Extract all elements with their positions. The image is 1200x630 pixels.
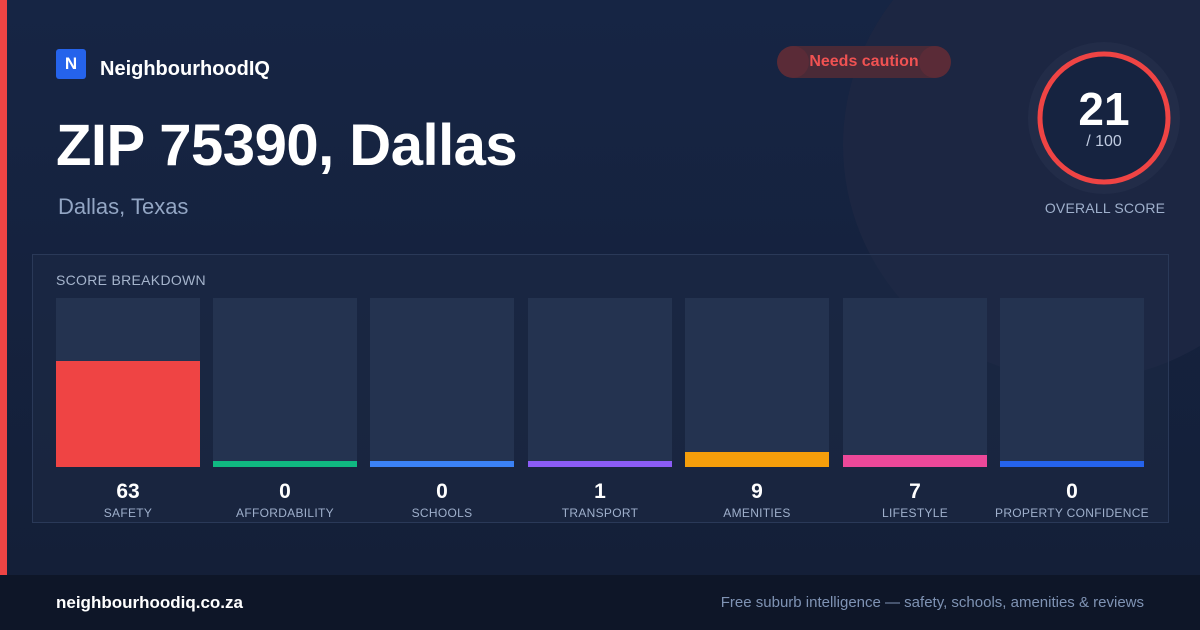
bar-value: 0 [1066,480,1078,503]
bar-track [685,298,829,467]
bar-label: AFFORDABILITY [236,506,334,520]
bar-track [213,298,357,467]
brand[interactable]: N NeighbourhoodIQ [56,46,270,81]
bar-track [370,298,514,467]
bar-value: 1 [594,480,606,503]
footer-url-link[interactable]: neighbourhoodiq.co.za [56,593,243,612]
accent-bar [0,0,7,575]
bar-value: 0 [279,480,291,503]
overall-score-max: / 100 [1086,133,1122,150]
bar-fill [56,361,200,467]
bar-fill [1000,461,1144,467]
score-bar-transport: 1 TRANSPORT [528,298,672,520]
overall-score-value: 21 [1078,83,1130,135]
brand-logo-icon: N [56,48,86,79]
score-ring-stroke [1037,51,1171,185]
bar-value: 63 [116,480,140,503]
bar-label: LIFESTYLE [881,506,949,520]
bar-value: 9 [751,480,763,503]
bar-track [56,298,200,467]
bar-fill [528,461,672,467]
overall-score-label: OVERALL SCORE [1044,200,1166,216]
bar-fill [685,452,829,467]
bar-value: 0 [436,480,448,503]
page-subtitle: Dallas, Texas [58,194,189,219]
brand-name: NeighbourhoodIQ [100,58,270,80]
bar-track [1000,298,1144,467]
bar-fill [213,461,357,467]
bar-value: 7 [909,480,921,503]
bar-track [843,298,987,467]
footer [0,575,1200,630]
score-bar-property-confidence: 0 PROPERTY CONFIDENCE [995,298,1149,520]
status-badge-label: Needs caution [809,53,919,70]
bar-label: SCHOOLS [411,506,473,520]
page-title: ZIP 75390, Dallas [56,113,518,178]
status-badge: Needs caution [777,46,951,78]
overall-score-ring [1028,42,1180,194]
bar-label: SAFETY [103,506,153,520]
score-bar-amenities: 9 AMENITIES [685,298,829,520]
footer-tagline: Free suburb intelligence — safety, schoo… [720,594,1144,611]
bar-label: AMENITIES [723,506,791,520]
score-breakdown-title: SCORE BREAKDOWN [56,272,206,288]
score-bar-lifestyle: 7 LIFESTYLE [843,298,987,520]
score-bar-schools: 0 SCHOOLS [370,298,514,520]
score-bar-safety: 63 SAFETY [56,298,200,520]
score-bar-affordability: 0 AFFORDABILITY [213,298,357,520]
bar-label: TRANSPORT [561,506,639,520]
bar-fill [843,455,987,467]
bar-fill [370,461,514,467]
bar-track [528,298,672,467]
bar-label: PROPERTY CONFIDENCE [995,506,1149,520]
